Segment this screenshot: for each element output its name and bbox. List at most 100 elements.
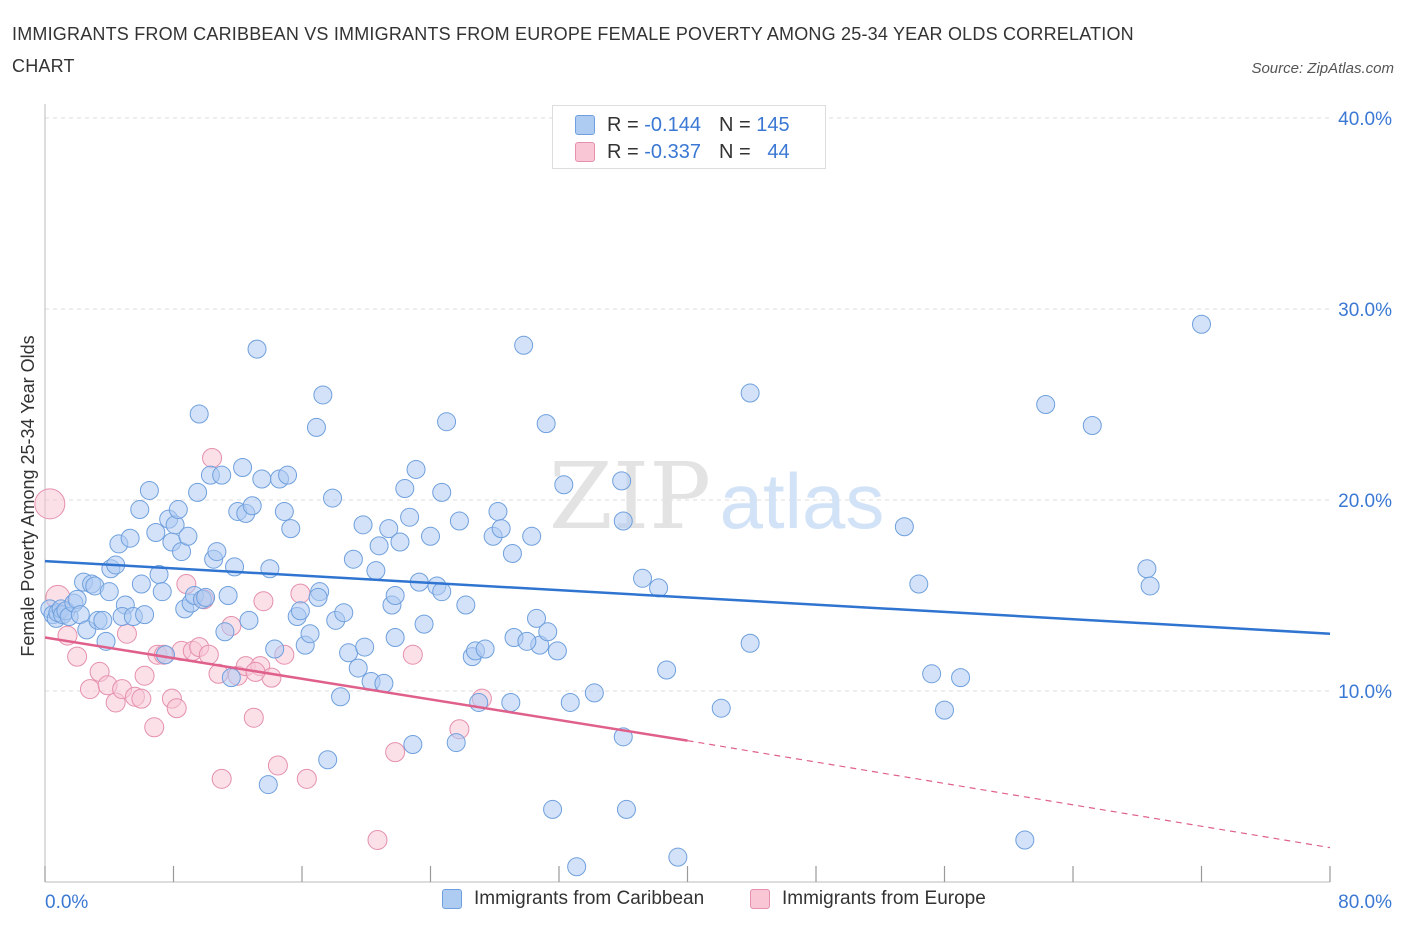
caribbean-point	[446, 733, 466, 753]
caribbean-point	[152, 582, 172, 602]
europe-point	[166, 698, 187, 719]
caribbean-point	[1015, 830, 1035, 850]
caribbean-point	[188, 482, 208, 502]
x-tick-label: 80.0%	[1338, 892, 1392, 913]
caribbean-point	[369, 536, 389, 556]
tick-labels: 10.0% 20.0% 30.0% 40.0% 0.0% 80.0%	[45, 109, 1392, 913]
watermark-zip: ZIP	[549, 443, 711, 550]
caribbean-point	[554, 475, 574, 495]
europe-points	[34, 447, 492, 850]
caribbean-point	[1192, 314, 1211, 334]
caribbean-points	[40, 314, 1211, 877]
caribbean-point	[139, 480, 159, 500]
caribbean-point	[233, 458, 253, 478]
caribbean-point	[613, 511, 633, 531]
legend-n-value: 145	[756, 113, 790, 136]
caribbean-point	[740, 383, 760, 403]
stats-legend: R = -0.144 N = 145 R = -0.337 N = 44	[552, 105, 826, 169]
caribbean-point	[432, 482, 452, 502]
caribbean-point	[400, 507, 420, 527]
caribbean-point	[318, 750, 338, 770]
caribbean-point	[536, 414, 556, 434]
caribbean-point	[239, 610, 259, 630]
caribbean-point	[252, 469, 272, 489]
bottom-legend-europe: Immigrants from Europe	[750, 888, 986, 910]
caribbean-point	[196, 587, 216, 607]
legend-r-value: -0.144	[644, 113, 701, 136]
y-tick-label: 20.0%	[1338, 491, 1392, 512]
caribbean-point	[130, 500, 150, 520]
caribbean-point	[290, 601, 310, 621]
caribbean-point	[491, 519, 511, 539]
caribbean-point	[353, 515, 373, 535]
caribbean-point	[355, 637, 375, 657]
caribbean-point	[385, 586, 405, 605]
europe-trend-line	[44, 636, 688, 742]
caribbean-point	[300, 624, 320, 644]
europe-point	[198, 644, 219, 665]
caribbean-point	[278, 465, 298, 485]
legend-r-label: R =	[607, 113, 639, 136]
caribbean-point	[616, 799, 636, 819]
europe-point	[79, 679, 100, 700]
europe-point	[385, 742, 406, 763]
caribbean-point	[178, 526, 198, 546]
caribbean-point	[1036, 395, 1056, 414]
caribbean-point	[633, 568, 653, 588]
caribbean-point	[218, 586, 238, 605]
caribbean-point	[258, 775, 278, 795]
caribbean-point	[339, 643, 359, 663]
caribbean-point	[517, 631, 537, 651]
europe-legend-label: Immigrants from Europe	[782, 888, 986, 909]
legend-row-europe: R = -0.337 N = 44	[575, 139, 790, 165]
caribbean-point	[527, 608, 547, 628]
europe-point	[243, 707, 264, 728]
caribbean-point	[146, 522, 166, 542]
x-tick-label: 0.0%	[45, 892, 88, 913]
caribbean-point	[502, 543, 522, 563]
bottom-legend-caribbean: Immigrants from Caribbean	[442, 888, 704, 910]
caribbean-point	[379, 519, 399, 539]
caribbean-point	[649, 578, 669, 598]
legend-n-label: N =	[718, 113, 751, 136]
caribbean-point	[343, 549, 363, 569]
caribbean-point	[242, 496, 262, 516]
caribbean-point	[395, 479, 415, 499]
caribbean-point	[522, 526, 542, 546]
caribbean-point	[501, 692, 521, 712]
caribbean-point	[403, 734, 423, 754]
caribbean-point	[514, 335, 534, 355]
caribbean-point	[313, 385, 333, 405]
caribbean-point	[331, 687, 351, 707]
europe-point	[296, 768, 317, 789]
caribbean-point	[711, 698, 731, 718]
caribbean-point	[281, 519, 301, 539]
caribbean-point	[657, 660, 677, 680]
caribbean-point	[120, 528, 140, 548]
caribbean-point	[189, 404, 209, 424]
europe-point	[211, 768, 232, 789]
caribbean-legend-swatch	[442, 889, 462, 909]
europe-point	[34, 488, 66, 520]
caribbean-point	[909, 574, 929, 594]
caribbean-point	[456, 595, 476, 615]
caribbean-point	[366, 561, 386, 581]
caribbean-point	[131, 574, 151, 594]
caribbean-point	[740, 633, 760, 653]
caribbean-point	[584, 683, 604, 703]
caribbean-point	[449, 511, 469, 531]
caribbean-point	[951, 668, 971, 688]
caribbean-point	[215, 622, 235, 642]
legend-n-label: N =	[718, 140, 751, 163]
europe-point	[402, 644, 423, 665]
caribbean-point	[323, 488, 343, 508]
gridlines	[45, 117, 1330, 692]
europe-point	[134, 665, 155, 686]
caribbean-point	[935, 700, 954, 720]
europe-point	[131, 688, 152, 709]
caribbean-point	[221, 668, 241, 688]
caribbean-point	[247, 339, 267, 359]
chart-title: IMMIGRANTS FROM CARIBBEAN VS IMMIGRANTS …	[12, 24, 1134, 76]
caribbean-point	[560, 692, 580, 712]
